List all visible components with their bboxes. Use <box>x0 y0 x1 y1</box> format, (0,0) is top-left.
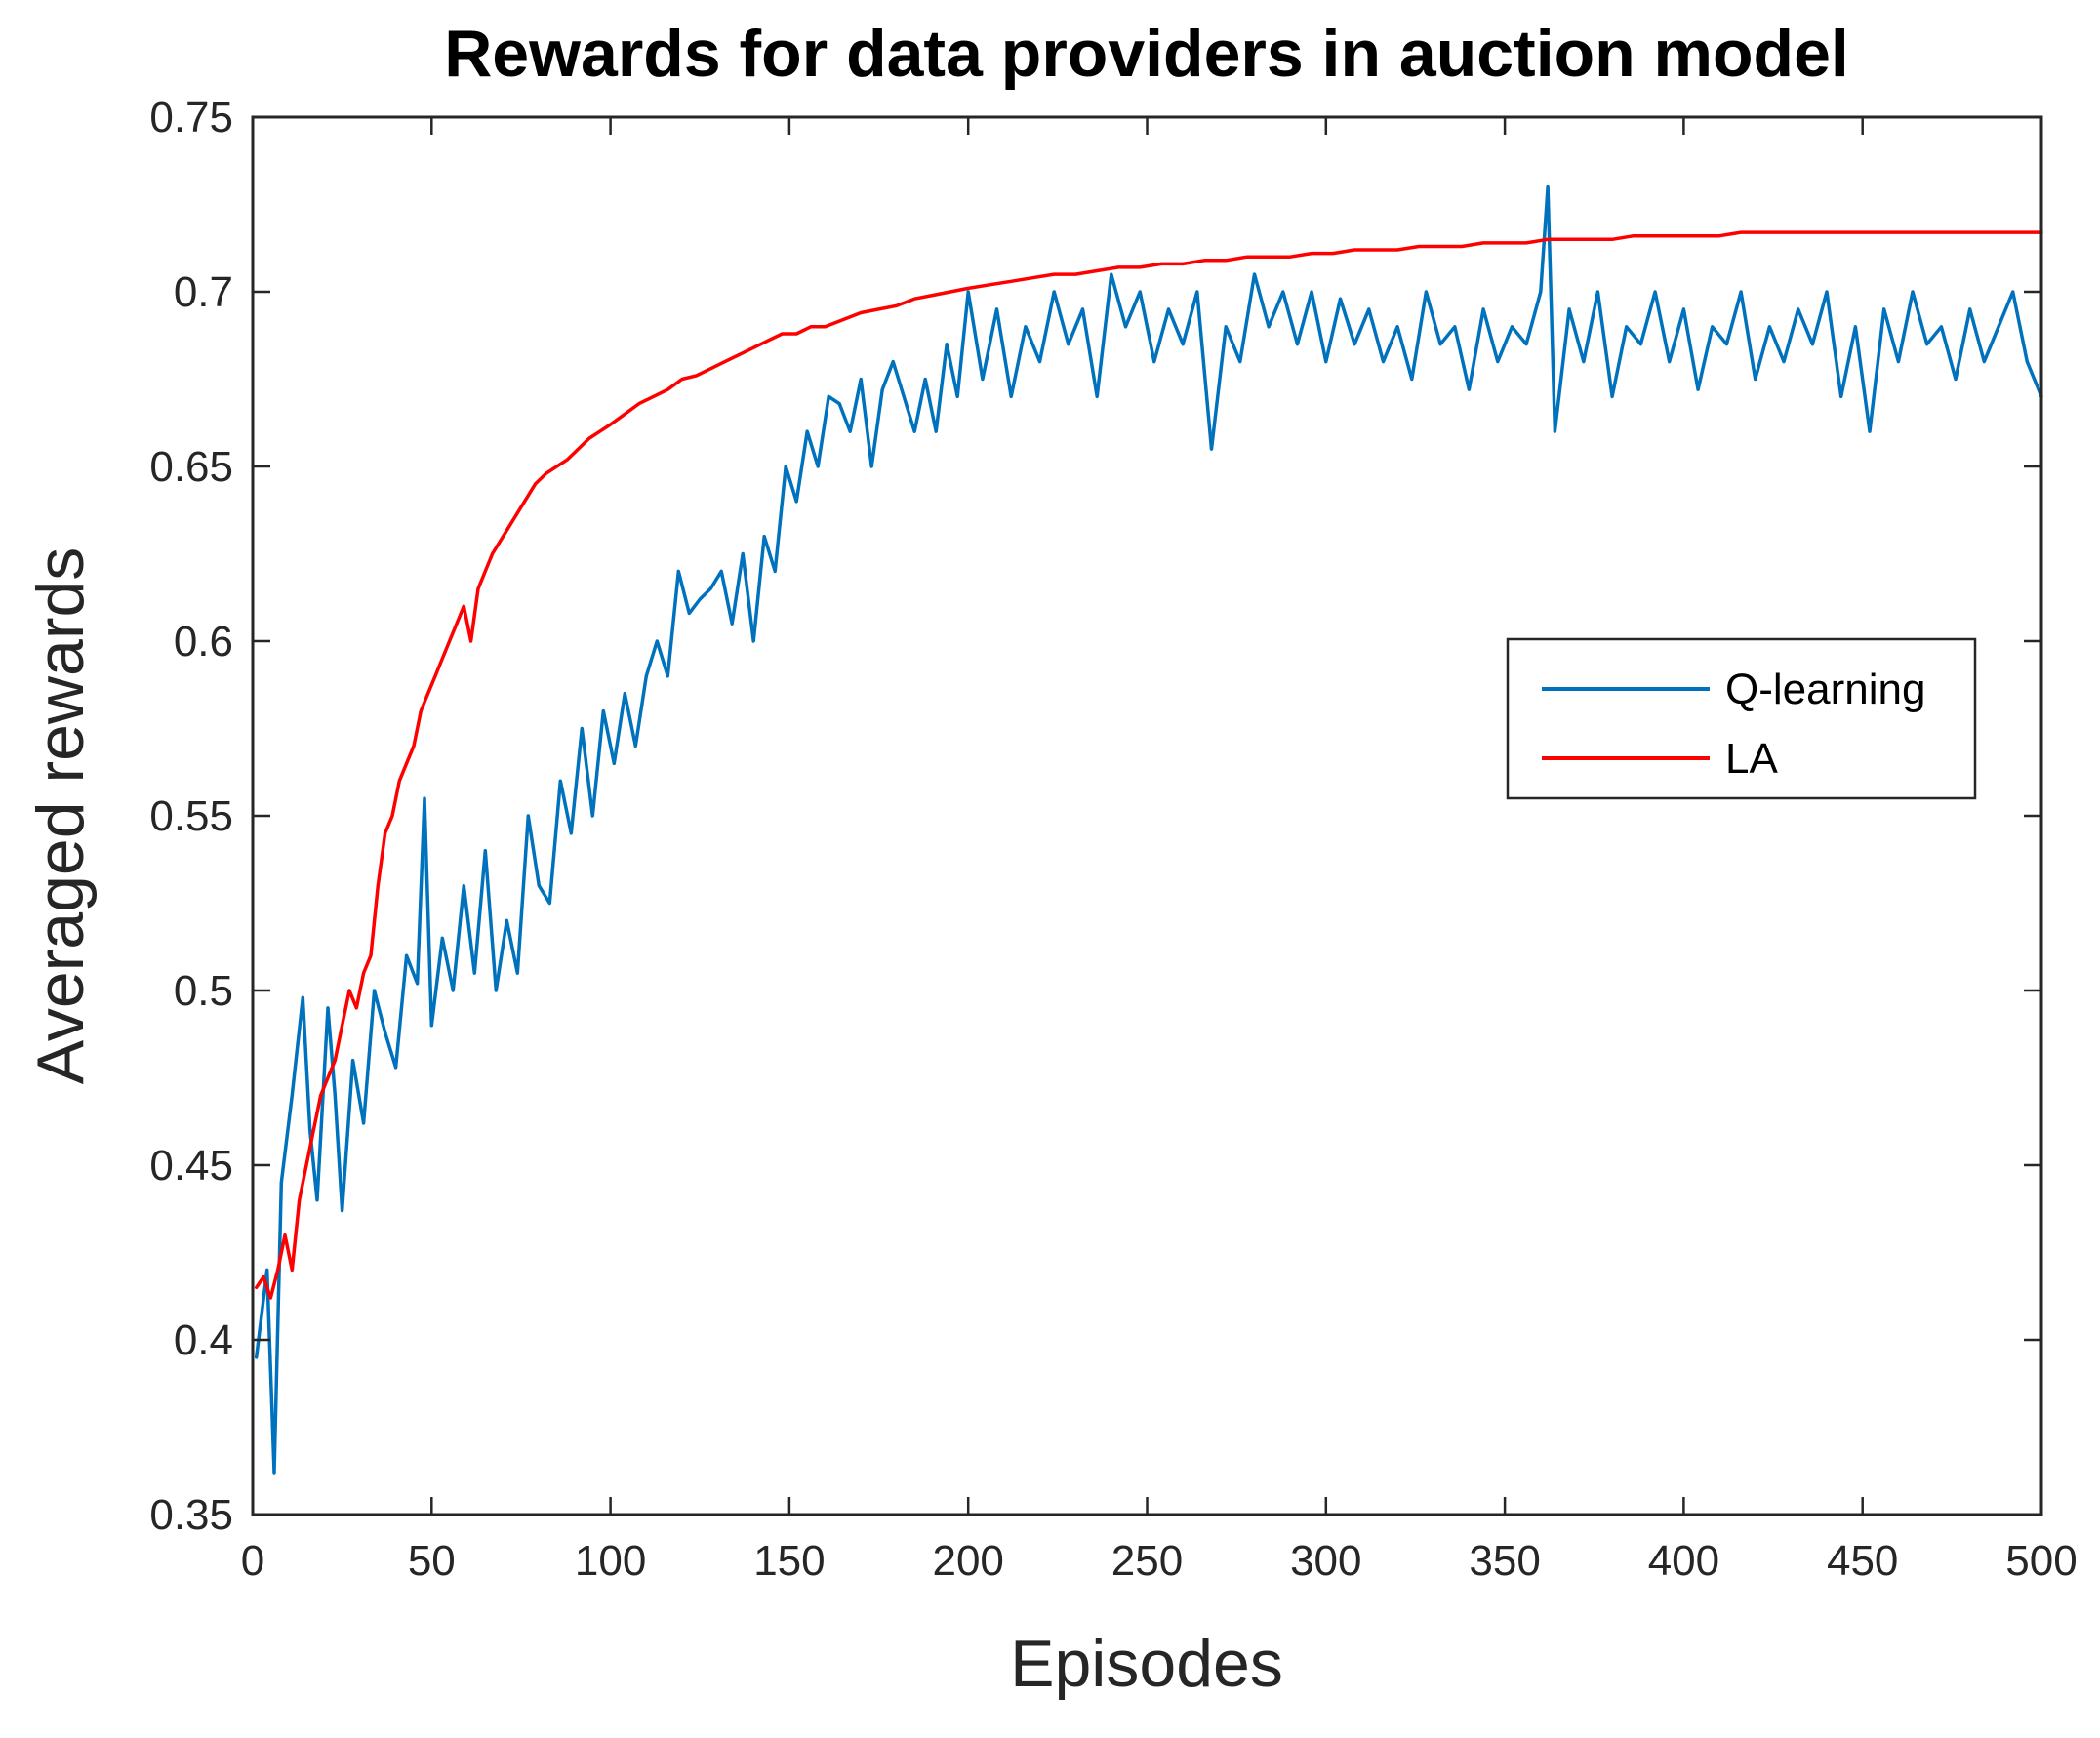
x-tick-label: 300 <box>1290 1537 1361 1585</box>
series-line-q-learning <box>254 184 2043 1475</box>
legend-box <box>1506 637 1977 800</box>
y-tick-label: 0.4 <box>174 1316 233 1364</box>
x-tick-label: 100 <box>575 1537 646 1585</box>
y-tick-label: 0.5 <box>174 967 233 1015</box>
plot-area <box>253 117 2041 1515</box>
y-tick-label: 0.45 <box>149 1142 233 1190</box>
x-tick-label: 200 <box>932 1537 1003 1585</box>
y-tick-label: 0.6 <box>174 618 233 666</box>
x-tick-label: 250 <box>1111 1537 1183 1585</box>
y-tick-label: 0.75 <box>149 94 233 141</box>
x-tick-label: 450 <box>1827 1537 1898 1585</box>
legend: Q-learning LA <box>1506 637 1977 800</box>
x-axis-label: Episodes <box>1010 1627 1283 1701</box>
x-tick-labels: 0 50 100 150 200 250 300 350 400 450 500 <box>241 1537 2078 1585</box>
y-tick-label: 0.7 <box>174 268 233 316</box>
y-axis-label: Averaged rewards <box>23 547 98 1085</box>
y-tick-label: 0.65 <box>149 443 233 491</box>
x-tick-label: 0 <box>241 1537 264 1585</box>
x-tick-label: 150 <box>753 1537 825 1585</box>
legend-label-q-learning: Q-learning <box>1725 666 1925 713</box>
y-tick-labels: 0.35 0.4 0.45 0.5 0.55 0.6 0.65 0.7 0.75 <box>149 94 233 1539</box>
series-layer <box>254 184 2043 1475</box>
legend-label-la: LA <box>1725 735 1778 783</box>
y-tick-label: 0.35 <box>149 1491 233 1539</box>
x-tick-label: 50 <box>408 1537 456 1585</box>
y-tick-label: 0.55 <box>149 792 233 840</box>
x-tick-label: 400 <box>1648 1537 1719 1585</box>
series-line-la <box>254 230 2043 1300</box>
ticks-layer <box>251 115 2043 1516</box>
chart-title: Rewards for data providers in auction mo… <box>444 17 1849 91</box>
x-tick-label: 350 <box>1469 1537 1540 1585</box>
x-tick-label: 500 <box>2005 1537 2077 1585</box>
